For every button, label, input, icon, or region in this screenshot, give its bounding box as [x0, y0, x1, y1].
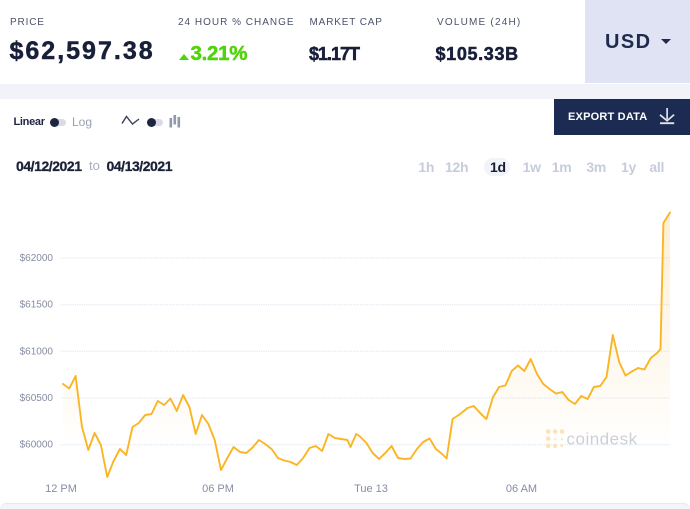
svg-text:$60500: $60500: [20, 393, 54, 404]
svg-text:$61000: $61000: [20, 346, 54, 357]
svg-text:$60000: $60000: [20, 440, 54, 451]
svg-text:$62000: $62000: [20, 253, 54, 264]
svg-text:06 PM: 06 PM: [202, 483, 234, 495]
svg-text:$61500: $61500: [20, 300, 54, 311]
svg-text:Tue 13: Tue 13: [354, 483, 388, 495]
svg-text:06 AM: 06 AM: [506, 483, 537, 495]
svg-text:12 PM: 12 PM: [45, 483, 77, 495]
